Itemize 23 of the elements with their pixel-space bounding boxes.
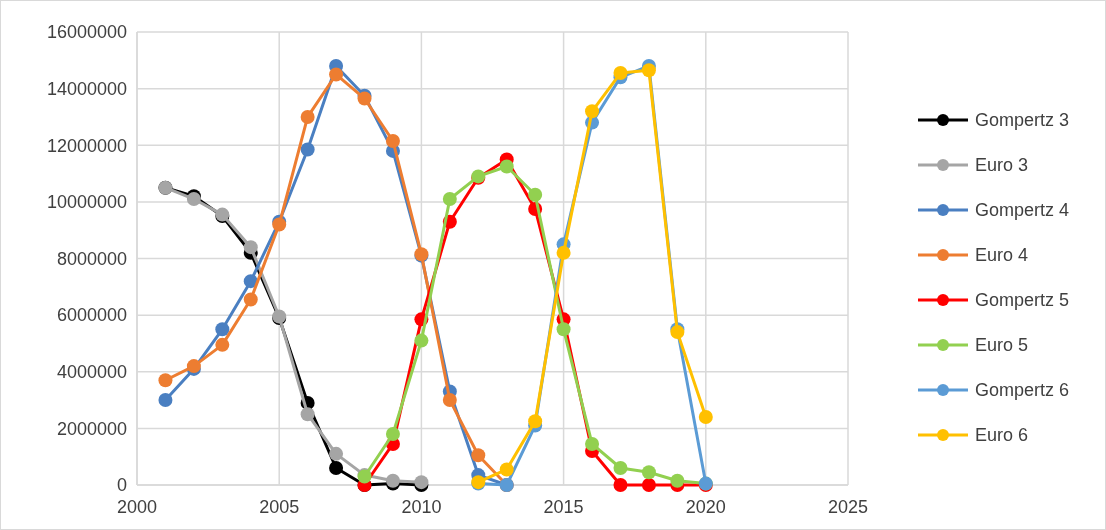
y-tick-label: 0	[116, 475, 127, 496]
x-tick-label: 2005	[259, 497, 300, 517]
x-tick-label: 2000	[116, 497, 158, 517]
x-tick-label: 2010	[401, 497, 442, 517]
x-tick-label: 2015	[543, 497, 584, 517]
y-tick-label: 8000000	[56, 248, 127, 269]
y-tick-label: 6000000	[56, 305, 127, 326]
y-tick-label: 4000000	[56, 362, 127, 383]
y-tick-label: 2000000	[56, 418, 127, 439]
legend-label: Gompertz 5	[975, 290, 1070, 311]
y-tick-label: 14000000	[46, 78, 127, 99]
y-tick-label: 12000000	[46, 135, 127, 156]
legend-label: Euro 4	[975, 245, 1029, 266]
legend-label: Gompertz 6	[975, 380, 1070, 401]
legend-label: Euro 5	[975, 335, 1029, 356]
legend-label: Euro 3	[975, 155, 1029, 176]
legend-label: Euro 6	[975, 425, 1029, 446]
x-tick-label: 2020	[685, 497, 726, 517]
y-tick-label: 10000000	[46, 192, 127, 213]
legend-label: Gompertz 3	[975, 110, 1070, 131]
legend-label: Gompertz 4	[975, 200, 1070, 221]
x-tick-label: 2025	[827, 497, 869, 517]
y-tick-label: 16000000	[46, 22, 127, 43]
